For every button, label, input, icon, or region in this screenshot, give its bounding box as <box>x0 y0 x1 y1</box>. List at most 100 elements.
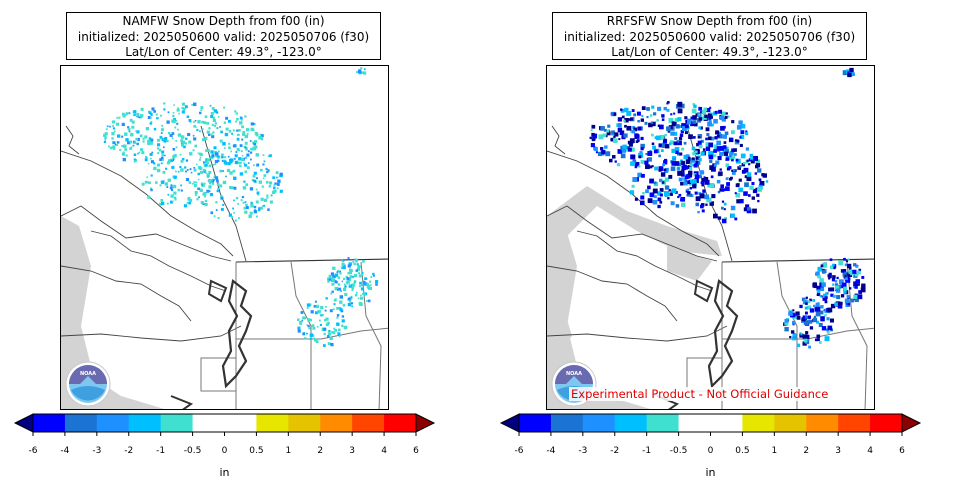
snow-pixel <box>263 204 266 207</box>
snow-pixel <box>626 127 629 131</box>
snow-pixel <box>660 149 664 152</box>
snow-pixel <box>689 179 694 183</box>
snow-pixel <box>131 120 135 124</box>
snow-pixel <box>160 128 164 132</box>
snow-pixel <box>840 269 845 273</box>
snow-pixel <box>723 151 729 156</box>
snow-pixel <box>704 176 709 181</box>
snow-pixel <box>116 141 120 144</box>
snow-pixel <box>214 176 219 180</box>
snow-pixel <box>124 132 128 136</box>
snow-pixel <box>687 165 692 169</box>
snow-pixel <box>745 160 749 164</box>
snow-pixel <box>735 158 739 162</box>
snow-pixel <box>244 170 248 174</box>
snow-pixel <box>336 306 339 310</box>
snow-pixel <box>734 153 737 156</box>
snow-pixel <box>185 159 189 162</box>
snow-pixel <box>109 146 113 150</box>
snow-pixel <box>240 158 244 162</box>
snow-pixel <box>349 269 353 273</box>
snow-pixel <box>723 202 727 206</box>
snow-pixel <box>216 189 219 193</box>
snow-pixel <box>739 198 744 204</box>
snow-pixel <box>336 314 340 317</box>
snow-pixel <box>829 275 832 279</box>
snow-pixel <box>807 300 811 304</box>
snow-pixel <box>720 184 724 189</box>
snow-pixel <box>680 169 685 174</box>
snow-pixel <box>147 195 151 199</box>
snow-pixel <box>695 160 699 164</box>
snow-pixel <box>624 107 629 113</box>
snow-pixel <box>177 107 180 110</box>
snow-pixel <box>153 162 156 165</box>
snow-pixel <box>313 304 317 308</box>
snow-pixel <box>808 345 812 349</box>
snow-pixel <box>656 135 661 141</box>
snow-pixel <box>815 306 821 312</box>
snow-pixel <box>792 336 797 341</box>
snow-pixel <box>713 213 718 219</box>
snow-pixel <box>734 217 738 221</box>
snow-pixel <box>160 132 163 134</box>
snow-pixel <box>838 260 844 266</box>
snow-pixel <box>367 299 371 303</box>
snow-pixel <box>734 139 738 142</box>
snow-pixel <box>706 116 711 121</box>
snow-pixel <box>645 153 648 156</box>
snow-pixel <box>201 184 203 186</box>
snow-pixel <box>659 134 665 140</box>
snow-pixel <box>685 189 689 193</box>
snow-pixel <box>802 341 807 346</box>
snow-pixel <box>327 277 330 281</box>
snow-pixel <box>172 200 174 203</box>
snow-pixel <box>181 159 184 162</box>
colorbar-tick-label: 1 <box>285 446 291 456</box>
snow-pixel <box>733 169 736 172</box>
snow-pixel <box>144 135 148 139</box>
snow-pixel <box>815 311 821 317</box>
snow-pixel <box>852 269 857 274</box>
snow-pixel <box>300 311 304 314</box>
snow-pixel <box>802 334 808 340</box>
snow-pixel <box>746 207 751 211</box>
snow-pixel <box>845 260 848 263</box>
snow-pixel <box>362 280 366 284</box>
snow-pixel <box>861 283 866 288</box>
snow-pixel <box>157 147 160 150</box>
snow-pixel <box>252 146 255 149</box>
snow-pixel <box>162 138 165 141</box>
snow-pixel <box>164 136 168 140</box>
snow-pixel <box>744 182 749 188</box>
snow-pixel <box>713 144 718 149</box>
snow-pixel <box>259 133 262 136</box>
snow-pixel <box>686 193 690 197</box>
snow-pixel <box>231 216 234 219</box>
snow-pixel <box>139 134 143 138</box>
snow-pixel <box>745 147 750 151</box>
snow-pixel <box>698 117 703 121</box>
snow-pixel <box>850 298 855 303</box>
county-box <box>200 357 237 392</box>
snow-pixel <box>353 280 357 283</box>
snow-pixel <box>188 118 192 122</box>
snow-pixel <box>197 120 201 124</box>
snow-pixel <box>165 139 168 142</box>
colorbar-unit-label: in <box>705 466 715 479</box>
snow-pixel <box>258 135 262 140</box>
snow-pixel <box>678 162 682 166</box>
snow-pixel <box>198 196 200 199</box>
snow-pixel <box>720 126 725 131</box>
snow-pixel <box>656 119 659 122</box>
snow-pixel <box>181 110 185 114</box>
snow-pixel <box>649 178 655 184</box>
snow-pixel <box>745 130 748 133</box>
snow-pixel <box>336 288 339 291</box>
snow-pixel <box>703 107 708 112</box>
snow-pixel <box>252 174 256 178</box>
colorbar-tick-label: -0.5 <box>670 446 688 456</box>
snow-pixel <box>212 131 215 134</box>
snow-pixel <box>150 174 153 177</box>
snow-pixel <box>694 150 698 154</box>
